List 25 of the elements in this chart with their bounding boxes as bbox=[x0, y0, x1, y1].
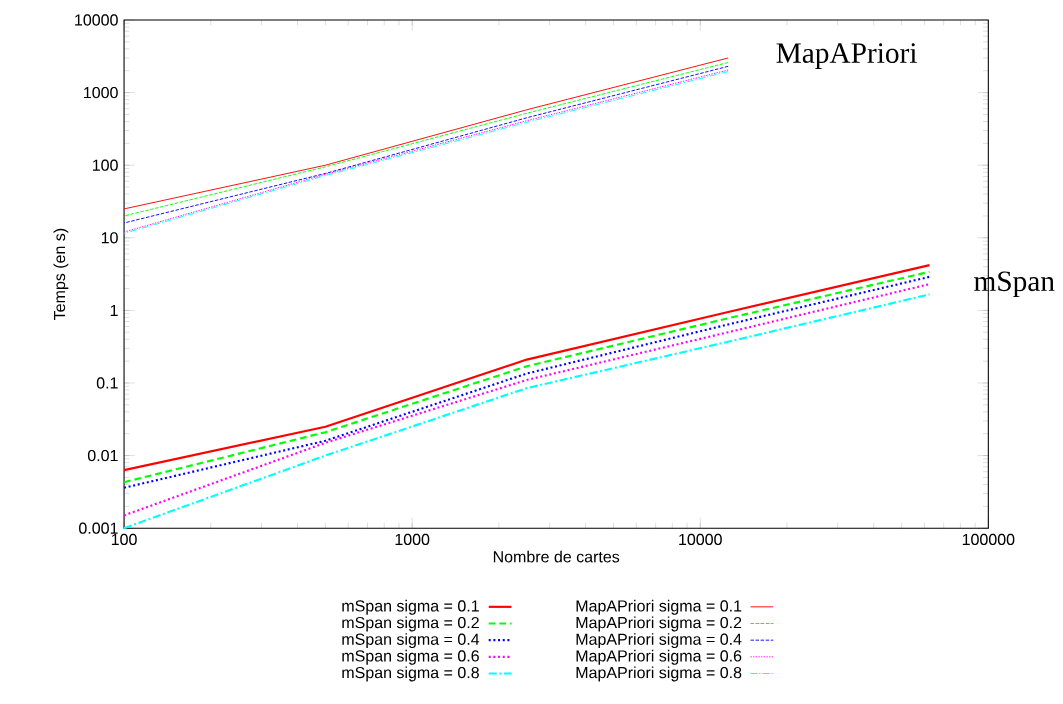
legend-label: mSpan sigma = 0.8 bbox=[342, 666, 479, 682]
y-tick-label: 100 bbox=[92, 159, 118, 171]
y-tick-label: 10 bbox=[101, 232, 118, 244]
legend-label: mSpan sigma = 0.6 bbox=[342, 649, 479, 665]
legend-label: mSpan sigma = 0.1 bbox=[342, 599, 479, 615]
legend-label: MapAPriori sigma = 0.8 bbox=[576, 666, 742, 682]
annotation: MapAPriori bbox=[776, 43, 917, 69]
legend-label: MapAPriori sigma = 0.4 bbox=[576, 633, 742, 648]
y-tick-label: 0.1 bbox=[96, 377, 118, 389]
x-tick-label: 100 bbox=[111, 533, 137, 545]
x-tick-label: 10000 bbox=[679, 533, 722, 545]
legend-label: mSpan sigma = 0.2 bbox=[342, 616, 479, 632]
legend-label: MapAPriori sigma = 0.2 bbox=[576, 616, 742, 632]
y-tick-label: 0.01 bbox=[87, 449, 118, 462]
y-tick-label: 1 bbox=[110, 304, 118, 316]
y-axis-title: Temps (en s) bbox=[53, 228, 69, 320]
legend-label: mSpan sigma = 0.4 bbox=[342, 633, 480, 648]
y-tick-label: 10000 bbox=[75, 14, 118, 26]
legend-label: MapAPriori sigma = 0.6 bbox=[576, 649, 742, 665]
x-tick-label: 100000 bbox=[962, 533, 1015, 545]
legend-label: MapAPriori sigma = 0.1 bbox=[576, 599, 742, 615]
x-tick-label: 1000 bbox=[395, 533, 430, 545]
x-axis-title: Nombre de cartes bbox=[493, 550, 620, 563]
y-tick-label: 1000 bbox=[84, 86, 118, 99]
y-tick-label: 0.001 bbox=[79, 522, 118, 534]
